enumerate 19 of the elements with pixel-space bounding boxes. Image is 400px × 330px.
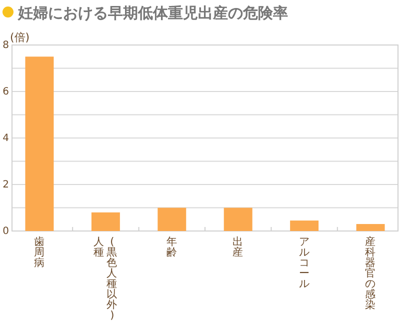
bar xyxy=(290,220,319,231)
x-tick-label: 産科器官の感染 xyxy=(365,235,376,311)
y-axis-title: (倍) xyxy=(10,31,30,44)
x-tick-label: 歯周病 xyxy=(34,235,45,269)
x-tick-label: アルコール xyxy=(298,236,310,290)
y-tick-label: 2 xyxy=(2,180,9,191)
x-tick-label: 出産 xyxy=(232,235,244,258)
y-tick-label: 8 xyxy=(2,40,9,52)
bar xyxy=(158,208,186,231)
x-tick-label: 年齢 xyxy=(166,236,178,258)
category-label: 人種(黒色人種以外) xyxy=(94,236,118,322)
bar xyxy=(25,56,54,231)
bar xyxy=(91,212,120,231)
y-tick-label: 4 xyxy=(2,133,9,144)
bar xyxy=(356,224,385,231)
y-tick-label: 0 xyxy=(2,226,9,238)
y-tick-label: 6 xyxy=(2,86,9,98)
chart-title: 妊婦における早期低体重児出産の危険率 xyxy=(17,4,288,22)
bar xyxy=(224,208,252,231)
